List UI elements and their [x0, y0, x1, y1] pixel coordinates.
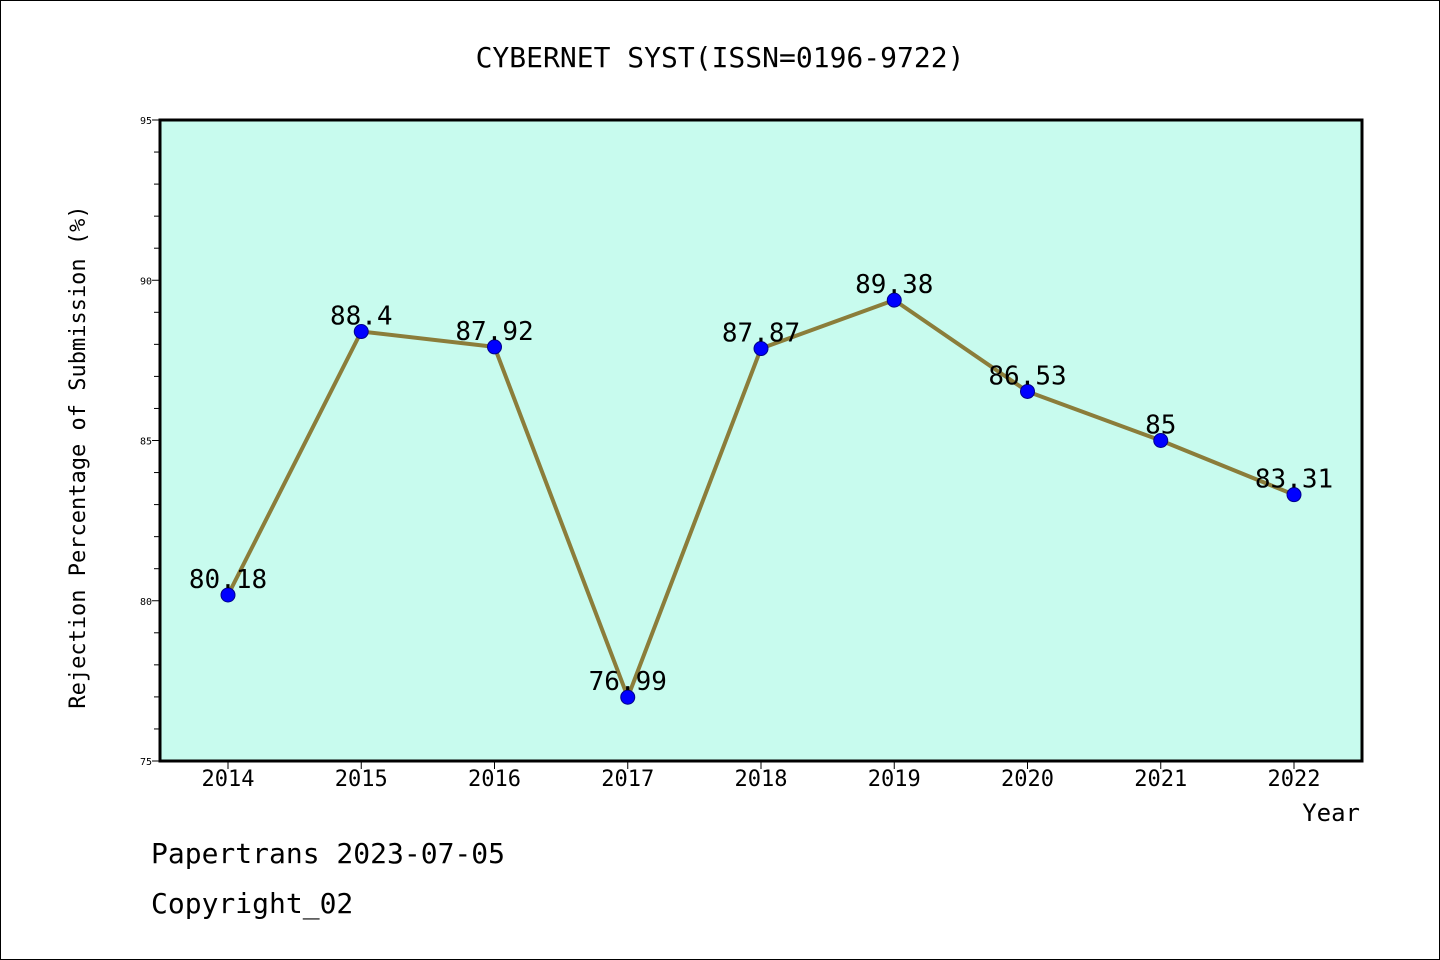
- x-tick-label: 2018: [735, 767, 788, 792]
- x-tick-label: 2016: [468, 767, 521, 792]
- data-point: [487, 339, 502, 355]
- data-label: 85: [1145, 411, 1176, 441]
- x-tick-label: 2020: [1001, 767, 1054, 792]
- y-axis-label: Rejection Percentage of Submission (%): [66, 205, 91, 708]
- data-point: [1286, 487, 1302, 503]
- data-point: [220, 587, 236, 603]
- data-point: [1153, 433, 1169, 448]
- y-tick-label: 95: [140, 116, 152, 127]
- x-tick-label: 2022: [1268, 767, 1321, 792]
- x-tick-label: 2014: [202, 767, 255, 792]
- data-label: 86.53: [988, 361, 1066, 391]
- data-point: [353, 324, 369, 340]
- data-label: 88.4: [330, 302, 393, 332]
- footer-papertrans: Papertrans 2023-07-05: [151, 837, 506, 870]
- data-markers: [220, 292, 1302, 705]
- y-tick-label: 90: [140, 276, 152, 287]
- data-label: 89.38: [855, 270, 933, 300]
- x-tick-label: 2015: [335, 767, 388, 792]
- y-tick-label: 75: [140, 757, 152, 768]
- data-point: [620, 689, 636, 705]
- plot-area: [158, 118, 1364, 763]
- data-labels: 80.18 88.4 87.92 76.99 87.87 89.38 86.53 85 83.3…: [189, 270, 1333, 697]
- data-point: [1020, 383, 1035, 399]
- x-tick-label: 2021: [1134, 767, 1187, 792]
- data-label: 83.31: [1255, 465, 1333, 495]
- x-tick-label: 2017: [601, 767, 654, 792]
- y-tick-label: 80: [140, 597, 152, 608]
- data-label: 76.99: [589, 667, 667, 697]
- data-point: [886, 292, 902, 308]
- x-tick-label: 2019: [868, 767, 921, 792]
- y-tick-label: 85: [140, 437, 152, 448]
- data-point: [753, 341, 769, 357]
- data-label: 87.87: [722, 319, 800, 349]
- chart-title: CYBERNET SYST(ISSN=0196-9722): [476, 41, 965, 74]
- x-axis: 2014 2015 2016 2017 2018 2019 2020 2021 2022: [202, 761, 1321, 792]
- y-axis: 75 80 85 90 95: [140, 116, 160, 768]
- footer-copyright: Copyright_02: [151, 887, 354, 920]
- data-label: 87.92: [455, 317, 533, 347]
- x-axis-label: Year: [1302, 799, 1360, 827]
- data-label: 80.18: [189, 565, 267, 595]
